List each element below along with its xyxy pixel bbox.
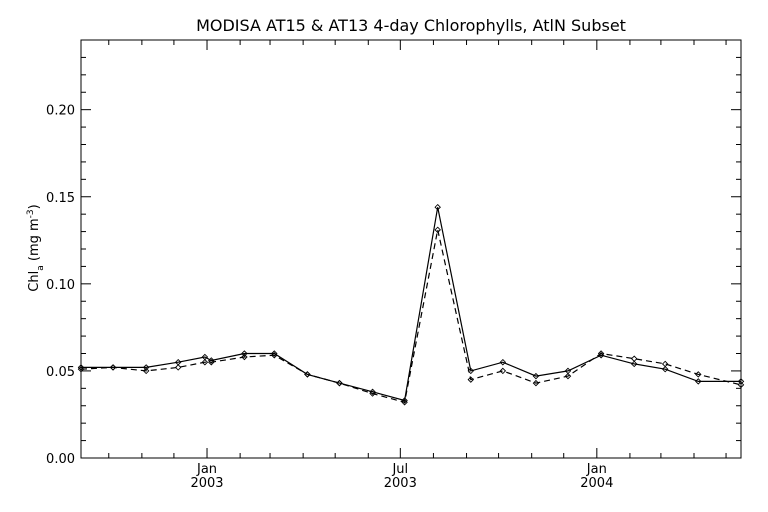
x-tick-label-month: Jan xyxy=(586,462,607,477)
data-point-dashed xyxy=(109,364,117,371)
data-point-dashed xyxy=(271,352,278,359)
data-point-solid xyxy=(499,358,507,366)
x-tick-label-month: Jul xyxy=(391,462,408,477)
y-axis-ticks: 0.00 0.05 0.10 0.15 0.20 xyxy=(46,39,741,467)
data-point-dashed xyxy=(532,379,540,387)
x-tick-label-year: 2003 xyxy=(190,476,223,491)
chart-title: MODISA AT15 & AT13 4-day Chlorophylls, A… xyxy=(196,16,626,35)
series-line-dashed xyxy=(80,229,742,404)
data-point-dashed xyxy=(174,364,182,371)
data-point-dashed xyxy=(434,226,441,234)
y-axis-label-unit: (mg m xyxy=(27,218,42,265)
y-tick-label: 0.15 xyxy=(46,191,75,206)
data-point-dashed xyxy=(564,372,572,380)
data-point-dashed xyxy=(695,371,702,378)
data-point-solid xyxy=(241,350,248,357)
y-axis-label-close: ) xyxy=(27,204,42,209)
data-point-dashed xyxy=(336,379,343,387)
y-axis-label-main: Chl xyxy=(27,271,42,292)
data-point-dashed xyxy=(401,399,408,406)
data-point-solid xyxy=(661,365,669,373)
series-line-solid xyxy=(81,207,741,402)
data-point-solid xyxy=(434,203,441,211)
data-point-dashed xyxy=(369,390,376,397)
data-point-solid xyxy=(737,378,745,385)
data-point-dashed xyxy=(737,381,745,389)
data-point-dashed xyxy=(304,371,311,378)
data-point-dashed xyxy=(597,350,605,357)
data-point-dashed xyxy=(499,367,507,375)
data-point-dashed xyxy=(630,355,638,362)
data-point-dashed xyxy=(467,376,475,383)
y-tick-label: 0.05 xyxy=(46,365,75,380)
data-point-solid xyxy=(271,350,278,357)
y-tick-label: 0.00 xyxy=(46,452,75,467)
y-axis-label: Chla (mg m-3) xyxy=(26,204,46,291)
x-tick-label-year: 2004 xyxy=(580,476,613,491)
data-point-solid xyxy=(142,364,150,371)
data-point-solid xyxy=(369,388,376,396)
y-axis-label-sup: -3 xyxy=(26,209,36,218)
x-tick-label-year: 2003 xyxy=(384,476,417,491)
plot-frame xyxy=(80,39,742,459)
series-layer xyxy=(77,203,745,406)
data-point-dashed xyxy=(201,358,209,366)
data-point-solid xyxy=(630,360,638,368)
data-point-dashed xyxy=(142,367,150,375)
y-tick-label: 0.20 xyxy=(46,104,75,119)
y-axis-label-sub: a xyxy=(36,265,46,271)
data-point-solid xyxy=(77,364,85,371)
data-point-solid xyxy=(695,378,702,385)
data-point-dashed xyxy=(241,353,248,361)
data-point-solid xyxy=(208,357,215,364)
y-tick-label: 0.10 xyxy=(46,278,75,293)
data-point-dashed xyxy=(661,360,669,368)
data-point-solid xyxy=(532,372,540,380)
x-tick-label-month: Jan xyxy=(196,462,217,477)
data-point-dashed xyxy=(77,365,85,373)
data-point-dashed xyxy=(208,358,215,366)
data-point-solid xyxy=(401,397,408,404)
